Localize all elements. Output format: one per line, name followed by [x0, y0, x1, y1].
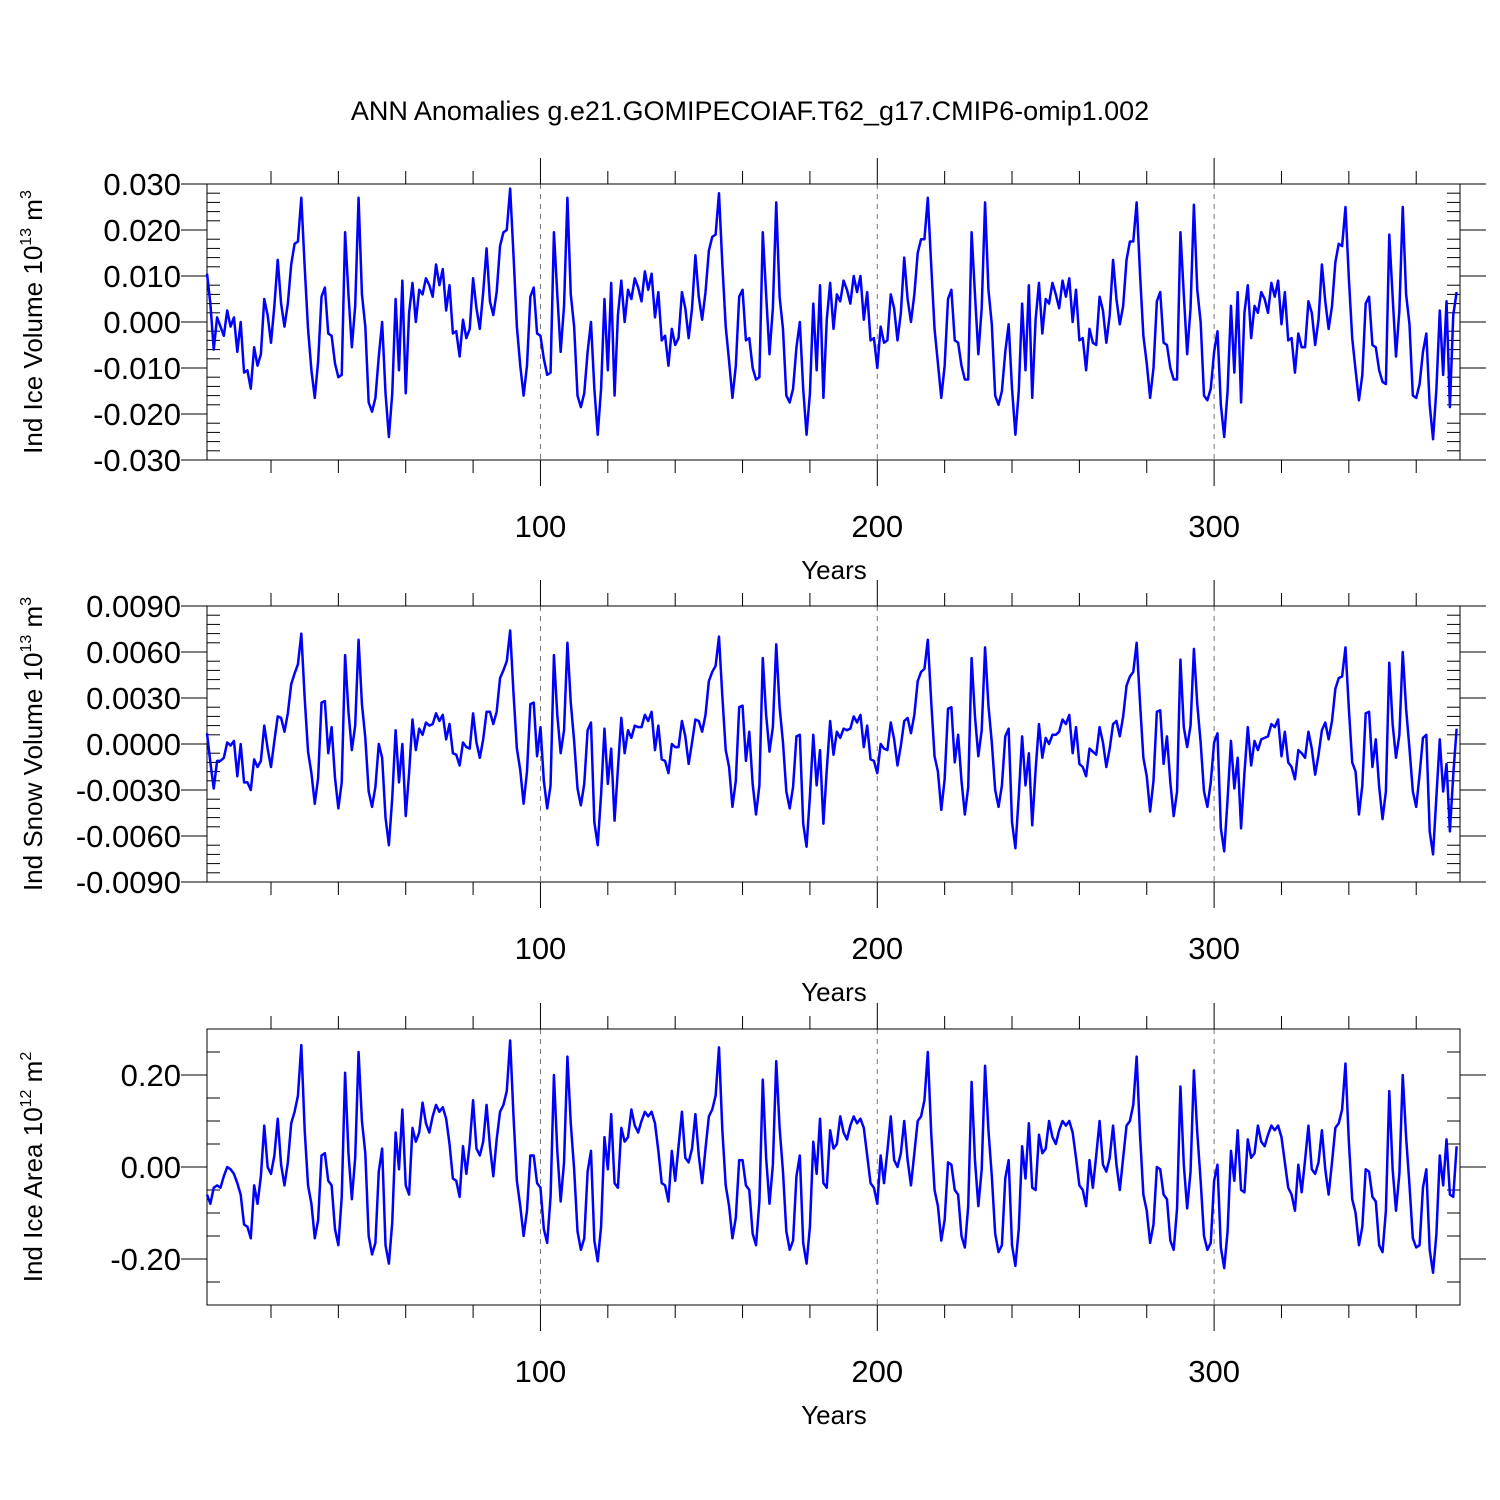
p0-xtick-label: 300	[1188, 509, 1240, 544]
p1-xtick-label: 300	[1188, 931, 1240, 966]
p2-ytick-label: 0.20	[121, 1058, 181, 1093]
p1-y-axis-label: Ind Snow Volume 1013 m3	[18, 597, 48, 891]
p0-ytick-label: 0.010	[103, 259, 181, 294]
p2-y-axis-label: Ind Ice Area 1012 m2	[18, 1052, 48, 1283]
p2-xtick-label: 300	[1188, 1354, 1240, 1389]
p2-xtick-label: 200	[851, 1354, 903, 1389]
panel-ice-volume: -0.030 -0.020 -0.010 0.000 0.010 0.020 0.030 10…	[18, 158, 1486, 585]
p1-series-line	[205, 629, 1458, 856]
p0-ytick-label: 0.030	[103, 167, 181, 202]
p0-ytick-label: -0.020	[93, 397, 181, 432]
p2-ytick-label: -0.20	[110, 1242, 181, 1277]
p0-x-axis-label: Years	[801, 555, 867, 585]
p2-xtick-label: 100	[515, 1354, 567, 1389]
p1-ytick-label: 0.0060	[86, 635, 181, 670]
p2-ytick-label: 0.00	[121, 1150, 181, 1185]
p1-ytick-label: 0.0030	[86, 681, 181, 716]
p0-ytick-label: 0.020	[103, 213, 181, 248]
p2-x-axis-label: Years	[801, 1400, 867, 1430]
p0-ytick-label: 0.000	[103, 305, 181, 340]
p1-x-axis-label: Years	[801, 977, 867, 1007]
figure-title: ANN Anomalies g.e21.GOMIPECOIAF.T62_g17.…	[351, 96, 1149, 126]
p1-ytick-label: 0.0000	[86, 727, 181, 762]
p2-series-line	[205, 1039, 1458, 1275]
panel-ice-area: -0.20 0.00 0.20 100 200 300 Years Ind Ice Area …	[18, 1003, 1486, 1430]
p1-xtick-label: 200	[851, 931, 903, 966]
p0-ytick-label: -0.010	[93, 351, 181, 386]
panel-snow-volume: -0.0090 -0.0060 -0.0030 0.0000 0.0030 0.0060 0…	[18, 580, 1486, 1007]
p0-y-axis-label: Ind Ice Volume 1013 m3	[18, 190, 48, 454]
p1-xtick-label: 100	[515, 931, 567, 966]
p1-ytick-label: -0.0090	[76, 865, 181, 900]
p0-xtick-label: 100	[515, 509, 567, 544]
p0-xtick-label: 200	[851, 509, 903, 544]
p0-ytick-label: -0.030	[93, 443, 181, 478]
p1-ytick-label: -0.0030	[76, 773, 181, 808]
p0-series-line	[205, 187, 1458, 441]
p1-ytick-label: -0.0060	[76, 819, 181, 854]
p1-ytick-label: 0.0090	[86, 589, 181, 624]
